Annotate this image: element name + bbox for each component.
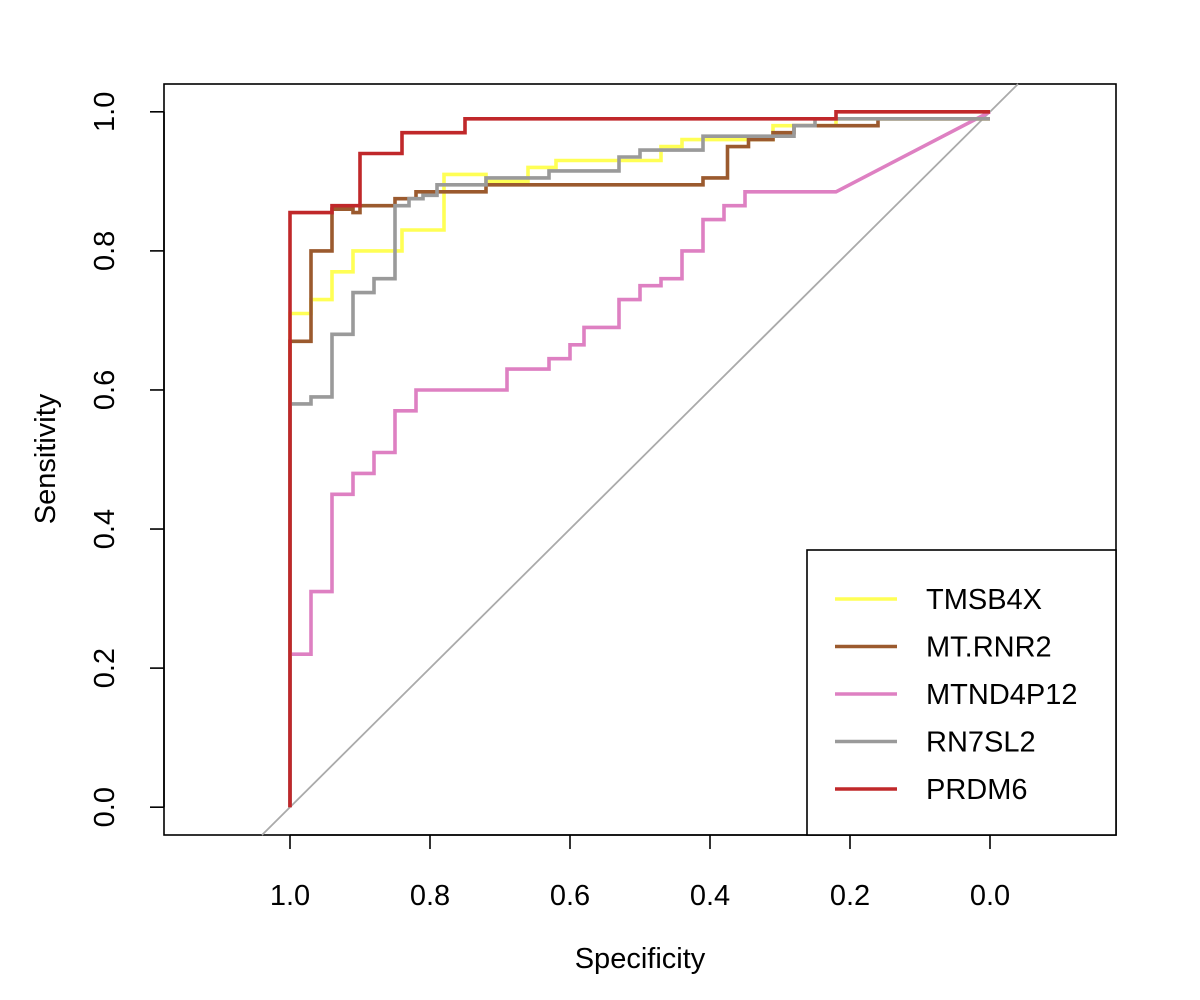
x-axis-title: Specificity	[575, 943, 706, 975]
x-tick-label: 0.0	[970, 880, 1010, 912]
roc-line-mt-rnr2	[288, 117, 990, 808]
y-axis-title: Sensitivity	[30, 393, 62, 524]
x-axis: 1.0 0.8 0.6 0.4 0.2 0.0	[270, 834, 1010, 912]
y-tick-label: 0.0	[89, 787, 121, 827]
legend-label: MT.RNR2	[926, 632, 1052, 664]
x-tick-label: 0.8	[410, 880, 450, 912]
roc-line-mtnd4p12	[288, 110, 991, 808]
y-tick-label: 0.8	[89, 231, 121, 271]
roc-line-rn7sl2	[288, 117, 990, 808]
y-tick-label: 1.0	[89, 92, 121, 132]
x-tick-label: 0.6	[550, 880, 590, 912]
reference-diagonal-line	[261, 83, 1019, 836]
y-axis: 0.0 0.2 0.4 0.6 0.8 1.0	[89, 92, 165, 827]
legend: TMSB4X MT.RNR2 MTND4P12 RN7SL2 PRDM6	[806, 549, 1117, 836]
x-tick-label: 0.2	[830, 880, 870, 912]
legend-label: TMSB4X	[926, 584, 1042, 616]
y-tick-label: 0.4	[89, 509, 121, 549]
x-tick-label: 1.0	[270, 880, 310, 912]
diagonal-reference	[261, 83, 1019, 836]
legend-label: MTND4P12	[926, 679, 1078, 711]
x-tick-label: 0.4	[690, 880, 730, 912]
legend-label: RN7SL2	[926, 727, 1036, 759]
y-tick-label: 0.2	[89, 648, 121, 688]
legend-label: PRDM6	[926, 774, 1028, 806]
y-tick-label: 0.6	[89, 370, 121, 410]
roc-curves	[288, 110, 991, 808]
roc-line-prdm6	[288, 110, 990, 808]
